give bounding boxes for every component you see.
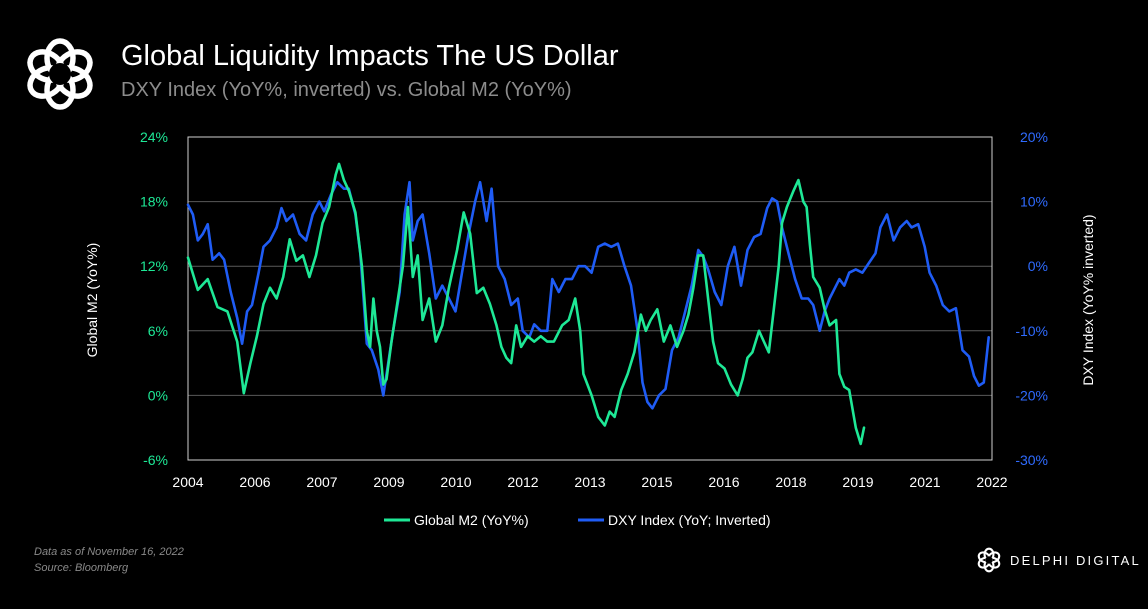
x-tick-label: 2006	[239, 474, 270, 490]
brand-name: DELPHI DIGITAL	[1010, 552, 1141, 568]
right-tick-label: -30%	[1015, 452, 1048, 468]
brand: DELPHI DIGITAL	[976, 547, 1141, 573]
x-axis-ticks: 2004 2006 2007 2009 2010 2012 2013 2015 2016 2018…	[172, 474, 1007, 490]
x-tick-label: 2021	[909, 474, 940, 490]
left-tick-label: 0%	[148, 387, 168, 403]
footnote: Data as of November 16, 2022 Source: Blo…	[34, 544, 184, 576]
left-tick-label: 12%	[140, 258, 168, 274]
plot-frame	[187, 136, 993, 461]
left-tick-label: 6%	[148, 323, 168, 339]
left-tick-label: 18%	[140, 194, 168, 210]
legend-item-dxy-label: DXY Index (YoY; Inverted)	[608, 512, 771, 528]
x-tick-label: 2009	[373, 474, 404, 490]
left-tick-label: -6%	[143, 452, 168, 468]
right-tick-label: 20%	[1020, 129, 1048, 145]
x-tick-label: 2019	[842, 474, 873, 490]
series-line-dxy	[186, 180, 990, 410]
right-tick-label: -10%	[1015, 323, 1048, 339]
chart-title: Global Liquidity Impacts The US Dollar	[121, 40, 619, 72]
chart-subtitle: DXY Index (YoY%, inverted) vs. Global M2…	[121, 79, 572, 101]
left-axis-ticks: -6% 0% 6% 12% 18% 24%	[140, 129, 168, 468]
delphi-knot-logo-icon	[27, 38, 93, 110]
x-tick-label: 2013	[574, 474, 605, 490]
series-layer	[186, 162, 990, 446]
footnote-source: Source: Bloomberg	[34, 562, 129, 574]
x-tick-label: 2015	[641, 474, 672, 490]
x-tick-label: 2010	[440, 474, 471, 490]
footnote-date: Data as of November 16, 2022	[34, 546, 184, 558]
x-tick-label: 2012	[507, 474, 538, 490]
right-tick-label: -20%	[1015, 387, 1048, 403]
right-tick-label: 0%	[1028, 258, 1048, 274]
legend: Global M2 (YoY%) DXY Index (YoY; Inverted…	[384, 512, 771, 528]
x-tick-label: 2004	[172, 474, 203, 490]
right-tick-label: 10%	[1020, 194, 1048, 210]
x-tick-label: 2022	[976, 474, 1007, 490]
x-tick-label: 2016	[708, 474, 739, 490]
x-tick-label: 2018	[775, 474, 806, 490]
legend-item-global-m2-label: Global M2 (YoY%)	[414, 512, 529, 528]
left-axis-label: Global M2 (YoY%)	[84, 243, 100, 358]
right-axis-label: DXY Index (YoY% inverted)	[1080, 214, 1096, 385]
series-line-global-m2	[186, 162, 866, 446]
right-axis-ticks: -30% -20% -10% 0% 10% 20%	[1015, 129, 1048, 468]
x-tick-label: 2007	[306, 474, 337, 490]
left-tick-label: 24%	[140, 129, 168, 145]
delphi-knot-logo-icon	[977, 547, 1001, 573]
grid-lines	[188, 201, 992, 396]
